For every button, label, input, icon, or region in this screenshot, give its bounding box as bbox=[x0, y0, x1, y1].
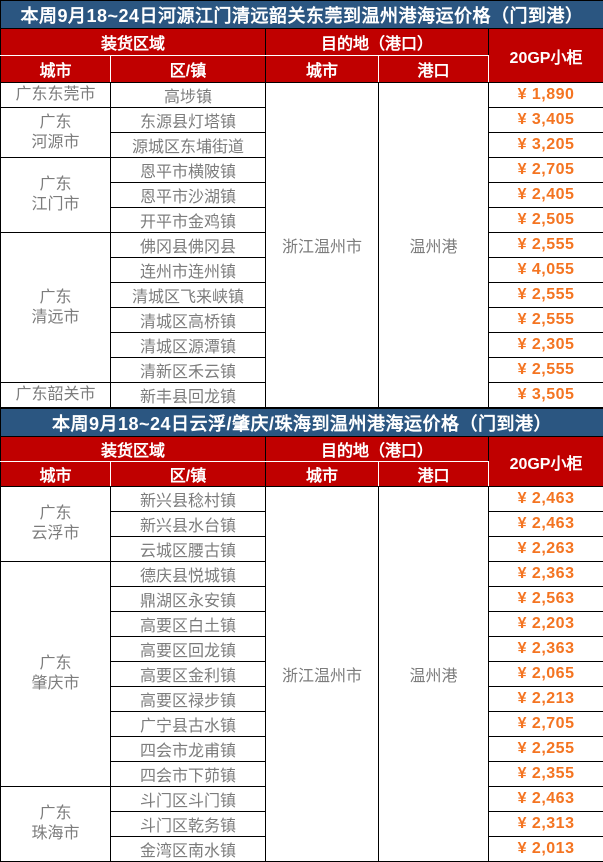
dest-city-cell: 浙江温州市 bbox=[266, 83, 379, 408]
price-cell: ¥ 2,203 bbox=[489, 612, 603, 637]
district-cell: 清城区高桥镇 bbox=[111, 308, 266, 333]
price-cell: ¥ 3,405 bbox=[489, 108, 603, 133]
header-dest-city: 城市 bbox=[266, 462, 379, 487]
district-cell: 源城区东埔街道 bbox=[111, 133, 266, 158]
city-cell: 广东韶关市 bbox=[1, 383, 111, 408]
price-cell: ¥ 2,555 bbox=[489, 283, 603, 308]
price-cell: ¥ 2,463 bbox=[489, 787, 603, 812]
city-cell: 广东 江门市 bbox=[1, 158, 111, 233]
header-load-region: 装货区域 bbox=[1, 437, 266, 462]
table-title: 本周9月18~24日云浮/肇庆/珠海到温州港海运价格（门到港） bbox=[1, 409, 603, 437]
price-cell: ¥ 2,463 bbox=[489, 487, 603, 512]
district-cell: 高要区金利镇 bbox=[111, 662, 266, 687]
header-group-row: 装货区域 目的地（港口） 20GP小柜 bbox=[1, 29, 603, 56]
price-cell: ¥ 2,305 bbox=[489, 333, 603, 358]
district-cell: 金湾区南水镇 bbox=[111, 837, 266, 862]
price-cell: ¥ 2,213 bbox=[489, 687, 603, 712]
district-cell: 恩平市横陂镇 bbox=[111, 158, 266, 183]
district-cell: 高要区白土镇 bbox=[111, 612, 266, 637]
header-district: 区/镇 bbox=[111, 56, 266, 83]
price-cell: ¥ 2,013 bbox=[489, 837, 603, 862]
price-cell: ¥ 2,705 bbox=[489, 158, 603, 183]
district-cell: 东源县灯塔镇 bbox=[111, 108, 266, 133]
header-city: 城市 bbox=[1, 462, 111, 487]
dest-port-cell: 温州港 bbox=[379, 487, 489, 862]
price-cell: ¥ 1,890 bbox=[489, 83, 603, 108]
header-dest-city: 城市 bbox=[266, 56, 379, 83]
title-row: 本周9月18~24日云浮/肇庆/珠海到温州港海运价格（门到港） bbox=[1, 409, 603, 437]
price-cell: ¥ 2,505 bbox=[489, 208, 603, 233]
district-cell: 新兴县稔村镇 bbox=[111, 487, 266, 512]
header-container-20gp: 20GP小柜 bbox=[489, 29, 603, 83]
header-container-20gp: 20GP小柜 bbox=[489, 437, 603, 487]
table-title: 本周9月18~24日河源江门清远韶关东莞到温州港海运价格（门到港） bbox=[1, 1, 603, 29]
dest-port-cell: 温州港 bbox=[379, 83, 489, 408]
district-cell: 恩平市沙湖镇 bbox=[111, 183, 266, 208]
price-cell: ¥ 3,505 bbox=[489, 383, 603, 408]
header-destination: 目的地（港口） bbox=[266, 437, 489, 462]
price-cell: ¥ 2,355 bbox=[489, 762, 603, 787]
district-cell: 清城区飞来峡镇 bbox=[111, 283, 266, 308]
price-cell: ¥ 2,463 bbox=[489, 512, 603, 537]
price-cell: ¥ 2,263 bbox=[489, 537, 603, 562]
city-cell: 广东东莞市 bbox=[1, 83, 111, 108]
price-cell: ¥ 2,563 bbox=[489, 587, 603, 612]
dest-city-cell: 浙江温州市 bbox=[266, 487, 379, 862]
header-city: 城市 bbox=[1, 56, 111, 83]
table-row: 广东东莞市高埗镇浙江温州市温州港¥ 1,890 bbox=[1, 83, 603, 108]
header-dest-port: 港口 bbox=[379, 56, 489, 83]
price-cell: ¥ 2,363 bbox=[489, 637, 603, 662]
district-cell: 连州市连州镇 bbox=[111, 258, 266, 283]
city-cell: 广东 云浮市 bbox=[1, 487, 111, 562]
district-cell: 四会市下茆镇 bbox=[111, 762, 266, 787]
city-cell: 广东 河源市 bbox=[1, 108, 111, 158]
price-cell: ¥ 2,555 bbox=[489, 358, 603, 383]
header-dest-port: 港口 bbox=[379, 462, 489, 487]
freight-table-1: 本周9月18~24日河源江门清远韶关东莞到温州港海运价格（门到港） 装货区域 目… bbox=[0, 0, 603, 408]
price-cell: ¥ 2,313 bbox=[489, 812, 603, 837]
district-cell: 广宁县古水镇 bbox=[111, 712, 266, 737]
district-cell: 新丰县回龙镇 bbox=[111, 383, 266, 408]
district-cell: 高要区禄步镇 bbox=[111, 687, 266, 712]
header-destination: 目的地（港口） bbox=[266, 29, 489, 56]
price-cell: ¥ 2,065 bbox=[489, 662, 603, 687]
price-cell: ¥ 3,205 bbox=[489, 133, 603, 158]
header-load-region: 装货区域 bbox=[1, 29, 266, 56]
price-cell: ¥ 2,405 bbox=[489, 183, 603, 208]
district-cell: 四会市龙甫镇 bbox=[111, 737, 266, 762]
city-cell: 广东 珠海市 bbox=[1, 787, 111, 862]
district-cell: 高埗镇 bbox=[111, 83, 266, 108]
city-cell: 广东 清远市 bbox=[1, 233, 111, 383]
title-row: 本周9月18~24日河源江门清远韶关东莞到温州港海运价格（门到港） bbox=[1, 1, 603, 29]
district-cell: 开平市金鸡镇 bbox=[111, 208, 266, 233]
district-cell: 清新区禾云镇 bbox=[111, 358, 266, 383]
table-row: 广东 云浮市新兴县稔村镇浙江温州市温州港¥ 2,463 bbox=[1, 487, 603, 512]
district-cell: 清城区源潭镇 bbox=[111, 333, 266, 358]
city-cell: 广东 肇庆市 bbox=[1, 562, 111, 787]
price-cell: ¥ 2,555 bbox=[489, 308, 603, 333]
price-cell: ¥ 2,255 bbox=[489, 737, 603, 762]
district-cell: 高要区回龙镇 bbox=[111, 637, 266, 662]
price-cell: ¥ 2,555 bbox=[489, 233, 603, 258]
freight-table-2: 本周9月18~24日云浮/肇庆/珠海到温州港海运价格（门到港） 装货区域 目的地… bbox=[0, 408, 603, 862]
district-cell: 新兴县水台镇 bbox=[111, 512, 266, 537]
district-cell: 斗门区乾务镇 bbox=[111, 812, 266, 837]
district-cell: 鼎湖区永安镇 bbox=[111, 587, 266, 612]
district-cell: 德庆县悦城镇 bbox=[111, 562, 266, 587]
header-group-row: 装货区域 目的地（港口） 20GP小柜 bbox=[1, 437, 603, 462]
district-cell: 佛冈县佛冈县 bbox=[111, 233, 266, 258]
district-cell: 云城区腰古镇 bbox=[111, 537, 266, 562]
price-cell: ¥ 4,055 bbox=[489, 258, 603, 283]
header-district: 区/镇 bbox=[111, 462, 266, 487]
district-cell: 斗门区斗门镇 bbox=[111, 787, 266, 812]
price-cell: ¥ 2,705 bbox=[489, 712, 603, 737]
price-cell: ¥ 2,363 bbox=[489, 562, 603, 587]
